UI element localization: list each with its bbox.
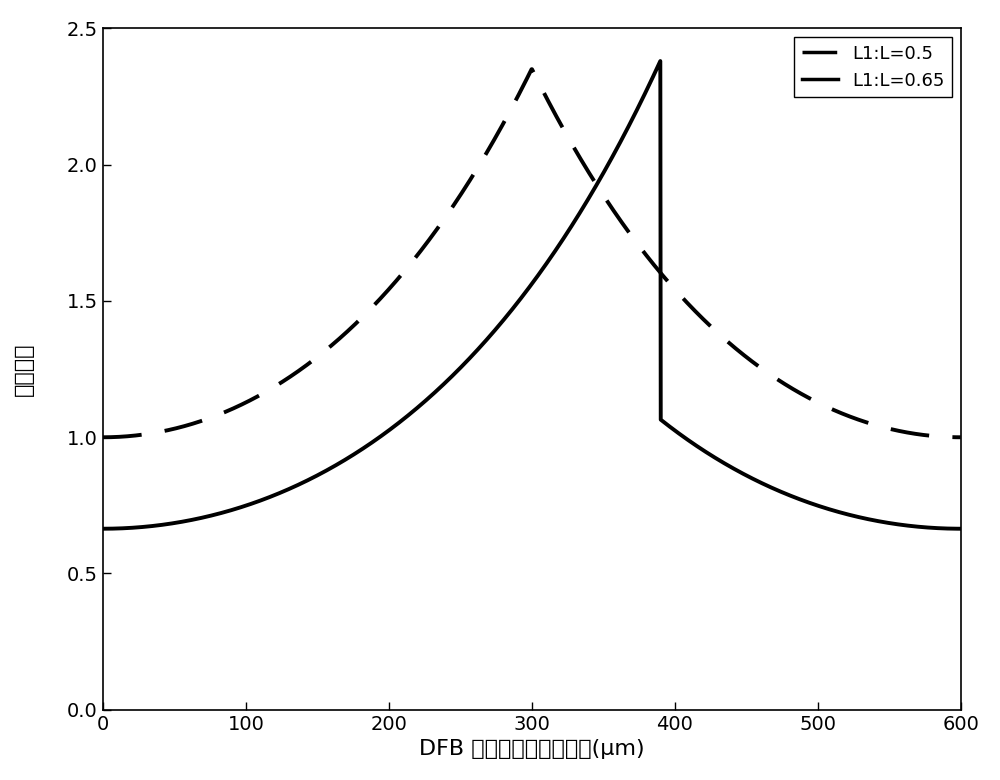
L1:L=0.65 bbox=[955, 524, 967, 534]
L1:L=0.65 bbox=[97, 524, 109, 534]
Line: L1:L=0.65: L1:L=0.65 bbox=[103, 61, 961, 529]
L1:L=0.5 bbox=[930, 431, 942, 441]
L1:L=0.5 bbox=[97, 433, 109, 442]
L1:L=0.5 bbox=[773, 375, 785, 385]
L1:L=0.65 bbox=[930, 523, 942, 533]
L1:L=0.65 bbox=[654, 56, 666, 66]
L1:L=0.65 bbox=[141, 522, 153, 531]
L1:L=0.5 bbox=[491, 129, 503, 139]
L1:L=0.65 bbox=[930, 523, 942, 533]
L1:L=0.5 bbox=[141, 430, 153, 439]
Line: L1:L=0.5: L1:L=0.5 bbox=[103, 69, 961, 438]
L1:L=0.5 bbox=[526, 65, 538, 74]
L1:L=0.65 bbox=[491, 323, 503, 332]
L1:L=0.65 bbox=[773, 486, 785, 495]
L1:L=0.65 bbox=[514, 295, 526, 304]
Legend: L1:L=0.5, L1:L=0.65: L1:L=0.5, L1:L=0.65 bbox=[794, 37, 952, 97]
L1:L=0.5 bbox=[930, 431, 942, 441]
L1:L=0.5 bbox=[955, 433, 967, 442]
L1:L=0.5 bbox=[514, 87, 526, 97]
Y-axis label: 光场强度: 光场强度 bbox=[14, 342, 34, 395]
X-axis label: DFB 半导体激光器的腔长(μm): DFB 半导体激光器的腔长(μm) bbox=[419, 739, 645, 759]
